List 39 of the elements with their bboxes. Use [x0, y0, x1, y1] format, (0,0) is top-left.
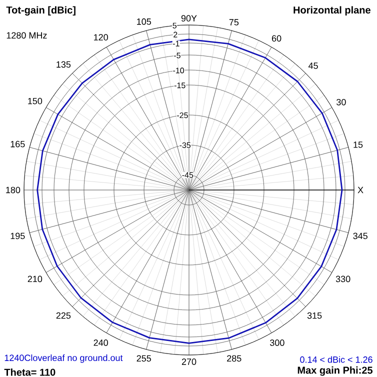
text: Theta= 110 [4, 368, 56, 376]
spoke-label: 135 [56, 61, 71, 68]
spoke-label: 30 [336, 98, 346, 106]
spoke-label: 225 [56, 312, 71, 319]
spoke-label: 255 [136, 355, 152, 362]
text: Horizontal plane [294, 6, 370, 16]
chart-title: Tot-gain [dBic] [6, 6, 76, 16]
spoke-label: 345 [353, 232, 368, 240]
spoke-label: 105 [137, 18, 152, 25]
y-tick-label: 5 [172, 22, 177, 28]
spoke-label: 195 [10, 232, 25, 240]
y-tick-label: -10 [173, 68, 184, 74]
text: 0.14 < dBic < 1.26 [300, 356, 372, 363]
spoke-label: 45 [308, 62, 318, 69]
spoke-label: 60 [272, 35, 282, 42]
spoke-label: 120 [94, 34, 108, 40]
spoke-label: 315 [307, 312, 322, 319]
spoke-label: 165 [10, 140, 25, 148]
spoke-label: 90Y [181, 15, 197, 22]
spoke-label: 15 [354, 142, 363, 148]
spoke-label: 240 [94, 340, 108, 346]
y-tick-label: -5 [174, 52, 180, 58]
y-tick-label: 2 [174, 32, 178, 38]
spoke-label: 300 [270, 340, 284, 346]
spoke-label: 150 [28, 98, 42, 104]
spoke-label: 75 [229, 19, 239, 26]
y-tick-label: -1 [172, 40, 180, 46]
y-tick-label: -25 [177, 112, 188, 118]
spoke-label: 330 [336, 276, 350, 282]
spoke-label: 285 [227, 355, 242, 362]
y-tick-label: -15 [174, 82, 186, 88]
text: 1280 MHz [6, 32, 47, 39]
spoke-label: 210 [28, 276, 42, 282]
y-tick-label: -35 [180, 142, 191, 148]
spoke-label: 270 [182, 358, 196, 365]
text: 1240Cloverleaf no ground.out [4, 354, 123, 363]
text: Max gain Phi:25 [298, 366, 373, 376]
spoke-label: 180 [6, 186, 20, 194]
spoke-label: X [358, 186, 364, 194]
